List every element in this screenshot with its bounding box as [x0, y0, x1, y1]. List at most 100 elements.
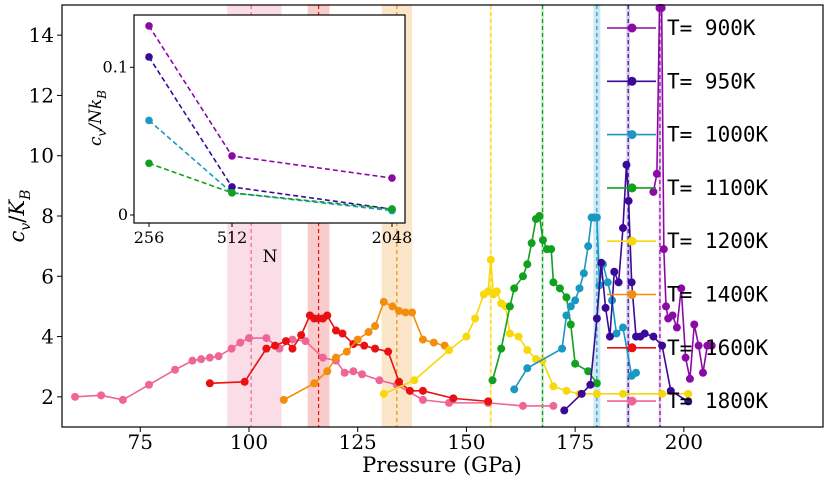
series-0: [649, 4, 716, 383]
inset-y-tick-label: 0.1: [103, 57, 128, 76]
data-point: [262, 334, 271, 343]
legend: T= 900K T= 950K T= 1000K T= 1100K T= 1200K T=…: [607, 16, 769, 413]
legend-label: T= 1800K: [667, 389, 769, 413]
data-point: [690, 320, 699, 329]
data-point: [405, 386, 414, 395]
data-point: [592, 379, 601, 388]
data-point: [236, 338, 245, 347]
inset-series-group: [145, 22, 396, 215]
legend-label: T= 950K: [667, 69, 756, 93]
data-point: [577, 389, 586, 398]
series-4: [379, 255, 693, 398]
data-point: [603, 278, 612, 287]
data-point: [649, 332, 658, 341]
data-point: [562, 311, 571, 320]
legend-item-5: T= 1400K: [607, 283, 769, 307]
data-point: [538, 236, 547, 245]
data-point: [188, 356, 197, 365]
data-point: [288, 335, 297, 344]
data-point: [371, 322, 380, 331]
data-point: [652, 169, 661, 178]
data-point: [375, 376, 384, 385]
data-point: [592, 314, 601, 323]
data-point: [586, 380, 595, 389]
data-point: [632, 368, 641, 377]
data-point: [471, 314, 480, 323]
data-point: [71, 392, 80, 401]
data-point: [672, 323, 681, 332]
data-point: [681, 353, 690, 362]
data-point: [698, 368, 707, 377]
inset-x-tick-label: 512: [217, 228, 248, 247]
data-point: [601, 303, 610, 312]
data-point: [560, 406, 569, 415]
data-point: [384, 347, 393, 356]
data-point: [297, 331, 306, 340]
inset-chart: 256 512 2048 0 0.1 N cv/NkB: [86, 14, 412, 267]
data-point: [684, 397, 693, 406]
x-tick-label: 175: [556, 430, 594, 454]
series-5: [279, 297, 449, 404]
data-point: [281, 337, 290, 346]
inset-data-point: [145, 116, 153, 125]
inset-series-0: [145, 22, 396, 182]
data-point: [323, 367, 332, 376]
data-point: [640, 329, 649, 338]
data-point: [571, 359, 580, 368]
y-tick-label: 8: [41, 204, 54, 228]
data-point: [360, 341, 369, 350]
legend-label: T= 1200K: [667, 229, 769, 253]
legend-label: T= 1400K: [667, 283, 769, 307]
data-point: [395, 377, 404, 386]
inset-data-point: [228, 183, 236, 191]
data-point: [555, 284, 564, 293]
data-point: [388, 302, 397, 311]
inset-data-point: [388, 174, 396, 182]
data-point: [584, 242, 593, 251]
data-point: [685, 374, 694, 383]
data-point: [527, 239, 536, 248]
data-point: [318, 353, 327, 362]
y-tick-label: 6: [41, 264, 54, 288]
data-point: [340, 368, 349, 377]
legend-marker: [627, 76, 637, 86]
data-point: [579, 269, 588, 278]
inset-series-3: [145, 159, 396, 213]
data-point: [514, 332, 523, 341]
data-point: [707, 341, 716, 350]
data-point: [614, 278, 623, 287]
data-point: [547, 245, 556, 254]
data-point: [624, 196, 633, 205]
data-point: [657, 4, 666, 13]
data-point: [562, 386, 571, 395]
legend-item-0: T= 900K: [607, 16, 756, 40]
data-point: [429, 338, 438, 347]
data-point: [395, 306, 404, 315]
data-point: [418, 335, 427, 344]
data-point: [262, 344, 271, 353]
data-point: [445, 346, 454, 355]
legend-marker: [627, 396, 637, 406]
data-point: [118, 395, 127, 404]
data-point: [353, 335, 362, 344]
inset-y-tick-label: 0: [118, 205, 128, 224]
legend-item-4: T= 1200K: [607, 229, 769, 253]
y-tick-label: 2: [41, 385, 54, 409]
data-point: [288, 344, 297, 353]
data-point: [379, 389, 388, 398]
data-point: [677, 284, 686, 293]
data-point: [197, 355, 206, 364]
data-point: [410, 376, 419, 385]
legend-item-3: T= 1100K: [607, 176, 769, 200]
data-point: [144, 380, 153, 389]
data-point: [549, 401, 558, 410]
inset-y-axis-label: cv/NkB: [86, 90, 109, 146]
data-point: [323, 311, 332, 320]
data-point: [331, 326, 340, 335]
legend-label: T= 900K: [667, 16, 756, 40]
data-point: [549, 382, 558, 391]
data-point: [449, 394, 458, 403]
data-point: [662, 302, 671, 311]
legend-marker: [627, 130, 637, 140]
data-point: [492, 287, 501, 296]
